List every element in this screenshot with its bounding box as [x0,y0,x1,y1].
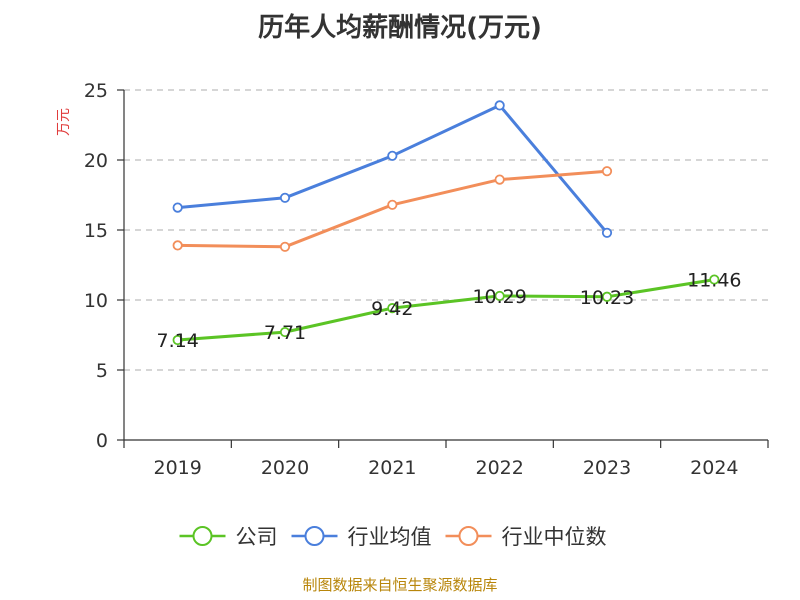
legend-marker [458,526,479,546]
legend-marker [304,526,325,546]
y-tick-label: 20 [84,150,108,172]
legend-item-2[interactable]: 行业中位数 [445,525,607,549]
x-tick-label-2023: 2023 [583,457,631,479]
data-point[interactable] [172,334,183,346]
y-tick-label: 0 [96,430,108,452]
x-tick-label-2019: 2019 [153,457,201,479]
y-tick-label: 15 [84,220,108,242]
legend-item-1[interactable]: 行业均值 [291,525,432,549]
source-footer: 制图数据来自恒生聚源数据库 [302,576,497,594]
x-tick-label-2024: 2024 [690,457,738,479]
data-point[interactable] [172,240,183,251]
data-point[interactable] [172,202,183,213]
grid-lines [124,89,768,371]
y-tick-label: 25 [84,80,108,102]
series-line-1 [176,103,609,235]
data-label: 10.29 [472,286,526,308]
legend-label: 行业中位数 [502,525,607,549]
data-point[interactable] [387,150,398,161]
x-tick-label-2020: 2020 [261,457,309,479]
data-label: 7.14 [157,330,199,352]
legend-label: 行业均值 [348,525,432,549]
legend-marker [192,526,213,546]
y-tick-label: 10 [84,290,108,312]
data-point[interactable] [279,326,291,338]
data-point[interactable] [387,199,398,210]
series-line-0 [176,278,716,342]
data-label: 10.23 [580,287,634,309]
legend-label: 公司 [236,525,278,549]
data-label: 9.42 [371,298,413,320]
x-tick-label-2022: 2022 [475,457,523,479]
data-point[interactable] [601,291,613,302]
data-labels: 7.14 7.71 9.42 10.29 10.23 11.46 [157,270,742,352]
x-tick-label-2021: 2021 [368,457,416,479]
data-point[interactable] [279,241,291,252]
data-point[interactable] [494,290,505,302]
data-point[interactable] [601,227,613,238]
data-label: 7.71 [264,322,306,344]
legend-item-0[interactable]: 公司 [179,525,278,549]
data-label: 11.46 [687,270,741,292]
data-point[interactable] [601,166,613,177]
y-axis-unit-label: 万元 [56,108,72,136]
axes: 0 5 10 15 20 25 2019 2020 2021 2022 2023 2024 [84,80,769,479]
data-point[interactable] [279,192,291,203]
legend[interactable]: 公司 行业均值 行业中位数 [179,525,607,549]
y-tick-label: 5 [96,360,108,382]
data-point[interactable] [709,274,720,285]
chart-title: 历年人均薪酬情况(万元) [258,12,542,43]
data-point[interactable] [494,100,505,111]
data-point[interactable] [387,303,398,314]
series-lines [172,100,720,346]
data-point[interactable] [494,174,505,185]
